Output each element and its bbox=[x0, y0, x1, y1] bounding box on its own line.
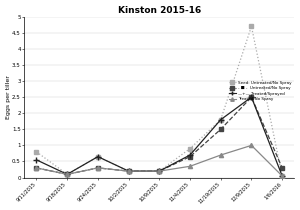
Legend: Seed: Untreated/No Spray, - ■ -  Untreated/No Spray, —+— Treated/Sprayed, Treate: Seed: Untreated/No Spray, - ■ - Untreate… bbox=[228, 80, 292, 102]
Y-axis label: Eggs per tiller: Eggs per tiller bbox=[6, 75, 10, 119]
Title: Kinston 2015-16: Kinston 2015-16 bbox=[118, 5, 201, 14]
